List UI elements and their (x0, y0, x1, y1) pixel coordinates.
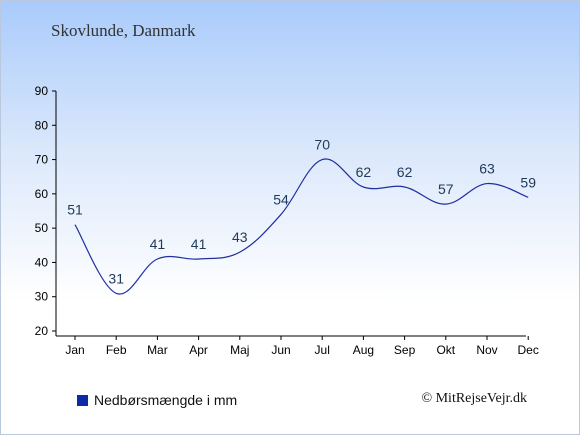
data-label: 43 (232, 229, 248, 245)
legend-swatch-icon (77, 394, 88, 406)
x-tick-label: Apr (189, 343, 208, 357)
series-layer (74, 158, 529, 295)
x-tick-label: Okt (436, 343, 455, 357)
data-labels-layer: 51 31 41 41 43 54 70 62 62 57 63 59 (67, 137, 536, 287)
legend-label: Nedbørsmængde i mm (94, 392, 238, 408)
x-tick-label: Jun (271, 343, 290, 357)
x-tick-label: Maj (230, 343, 249, 357)
x-tick-label: Mar (147, 343, 168, 357)
legend: Nedbørsmængde i mm (77, 392, 237, 408)
axes: 20 30 40 50 60 70 80 90 Jan Feb Mar Apr Maj Jun Jul Aug… (35, 84, 539, 357)
data-label: 63 (479, 161, 495, 177)
y-tick-label: 30 (35, 290, 49, 304)
data-label: 62 (397, 164, 413, 180)
data-label: 41 (191, 236, 207, 252)
precipitation-line (74, 158, 529, 295)
y-tick-label: 50 (35, 221, 49, 235)
data-label: 54 (273, 191, 289, 207)
y-tick-label: 90 (35, 84, 49, 98)
data-label: 41 (150, 236, 166, 252)
data-label: 51 (67, 202, 83, 218)
y-tick-label: 20 (35, 324, 49, 338)
x-tick-label: Feb (106, 343, 127, 357)
x-tick-label: Jan (65, 343, 84, 357)
x-tick-label: Jul (315, 343, 330, 357)
copyright-notice: © MitRejseVejr.dk (421, 391, 527, 406)
x-tick-label: Aug (353, 343, 374, 357)
data-label: 59 (520, 174, 536, 190)
x-tick-label: Sep (394, 343, 416, 357)
y-tick-label: 70 (35, 153, 49, 167)
x-tick-label: Nov (476, 343, 497, 357)
data-label: 62 (356, 164, 372, 180)
y-tick-label: 40 (35, 255, 49, 269)
data-label: 57 (438, 181, 454, 197)
x-tick-label: Dec (518, 343, 539, 357)
data-label: 70 (314, 137, 330, 153)
location-title: Skovlunde, Danmark (51, 21, 196, 40)
y-tick-label: 80 (35, 118, 49, 132)
y-tick-label: 60 (35, 187, 49, 201)
data-label: 31 (108, 270, 124, 286)
